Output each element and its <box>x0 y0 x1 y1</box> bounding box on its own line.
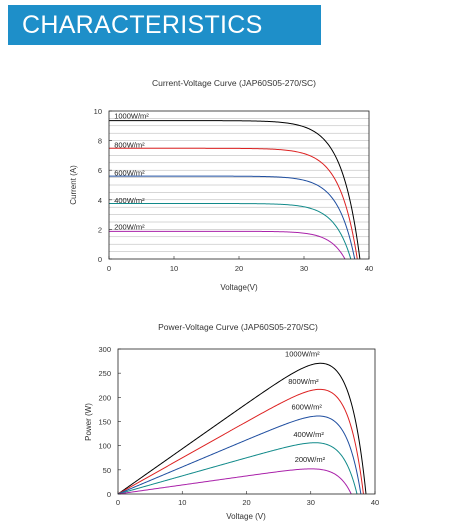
pv-x-tick-label: 30 <box>307 498 315 507</box>
iv-y-tick-label: 4 <box>98 196 102 205</box>
pv-x-tick-label: 0 <box>116 498 120 507</box>
header-banner: CHARACTERISTICS <box>8 5 321 45</box>
iv-x-tick-label: 10 <box>170 264 178 273</box>
pv-series-label: 600W/m² <box>291 402 322 411</box>
iv-ticks: 0 10 20 30 40 0 2 4 6 8 10 <box>94 107 374 273</box>
pv-series-label: 800W/m² <box>288 377 319 386</box>
iv-series-line <box>109 120 361 260</box>
pv-y-tick-label: 0 <box>107 490 111 499</box>
pv-series-line <box>117 388 364 495</box>
iv-series-line <box>109 230 346 260</box>
iv-x-tick-label: 20 <box>235 264 243 273</box>
pv-y-tick-label: 300 <box>98 345 111 354</box>
iv-x-tick-label: 0 <box>107 264 111 273</box>
iv-y-axis-label: Current (A) <box>69 165 78 205</box>
pv-series-line <box>117 362 367 495</box>
pv-y-tick-label: 250 <box>98 369 111 378</box>
pv-y-tick-label: 50 <box>103 466 111 475</box>
pv-y-tick-label: 100 <box>98 442 111 451</box>
pv-series-label: 1000W/m² <box>285 349 320 358</box>
iv-y-tick-label: 10 <box>94 107 102 116</box>
iv-y-tick-label: 0 <box>98 255 102 264</box>
page-title: CHARACTERISTICS <box>22 11 263 39</box>
pv-y-axis-label: Power (W) <box>84 403 93 441</box>
iv-x-tick-label: 40 <box>365 264 373 273</box>
pv-x-tick-label: 40 <box>371 498 379 507</box>
pv-series-label: 200W/m² <box>295 455 326 464</box>
iv-series-group: 1000W/m² 800W/m² 600W/m² 400W/m² 200W/m² <box>109 111 361 260</box>
pv-series-line <box>117 468 352 495</box>
iv-series-label: 400W/m² <box>114 196 145 205</box>
pv-x-tick-label: 20 <box>242 498 250 507</box>
pv-series-group: 1000W/m² 800W/m² 600W/m² 400W/m² 200W/m² <box>117 349 367 495</box>
iv-series-label: 1000W/m² <box>114 111 149 120</box>
pv-ticks: 0 10 20 30 40 0 50 100 150 200 250 300 <box>98 345 379 507</box>
iv-chart-title: Current-Voltage Curve (JAP60S05-270/SC) <box>152 78 316 88</box>
iv-y-tick-label: 2 <box>98 225 102 234</box>
iv-series-line <box>109 175 356 260</box>
iv-series-label: 600W/m² <box>114 168 145 177</box>
iv-series-line <box>109 203 352 260</box>
iv-x-axis-label: Voltage(V) <box>220 283 258 292</box>
iv-x-tick-label: 30 <box>300 264 308 273</box>
pv-chart-title: Power-Voltage Curve (JAP60S05-270/SC) <box>158 322 318 332</box>
iv-series-line <box>109 147 358 260</box>
iv-y-tick-label: 6 <box>98 166 102 175</box>
iv-series-label: 200W/m² <box>114 222 145 231</box>
pv-series-label: 400W/m² <box>293 430 324 439</box>
iv-y-tick-label: 8 <box>98 137 102 146</box>
pv-x-tick-label: 10 <box>178 498 186 507</box>
pv-series-line <box>117 415 362 495</box>
pv-series-line <box>117 442 358 495</box>
iv-chart: Current-Voltage Curve (JAP60S05-270/SC) … <box>69 78 373 292</box>
pv-x-axis-label: Voltage (V) <box>226 512 266 521</box>
pv-y-tick-label: 200 <box>98 393 111 402</box>
pv-chart: Power-Voltage Curve (JAP60S05-270/SC) 10… <box>84 322 379 521</box>
iv-series-label: 800W/m² <box>114 140 145 149</box>
pv-y-tick-label: 150 <box>98 418 111 427</box>
